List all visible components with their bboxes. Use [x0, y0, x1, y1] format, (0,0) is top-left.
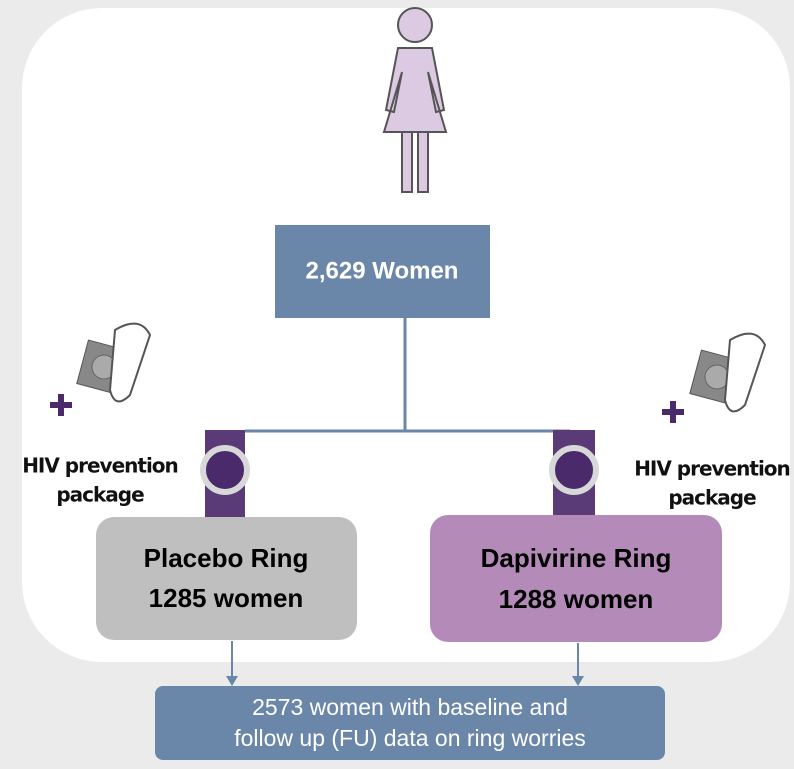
ring-icon	[552, 430, 596, 518]
outcome-line: follow up (FU) data on ring worries	[234, 725, 586, 751]
arm-count: 1285 women	[149, 583, 304, 613]
package-label: package	[56, 483, 144, 507]
placebo-box	[96, 517, 357, 640]
package-label: package	[668, 486, 756, 510]
ring-icon	[203, 430, 247, 518]
total-label: 2,629 Women	[306, 257, 459, 284]
package-label: HIV prevention	[634, 457, 790, 481]
diagram: 2,629 Women HIV prevention package HIV p…	[0, 0, 794, 769]
outcome-line: 2573 women with baseline and	[252, 694, 568, 720]
arm-name: Placebo Ring	[144, 543, 309, 573]
arm-name: Dapivirine Ring	[481, 543, 672, 573]
arm-count: 1288 women	[499, 584, 654, 614]
dapivirine-box	[430, 515, 722, 642]
package-label: HIV prevention	[22, 454, 178, 478]
